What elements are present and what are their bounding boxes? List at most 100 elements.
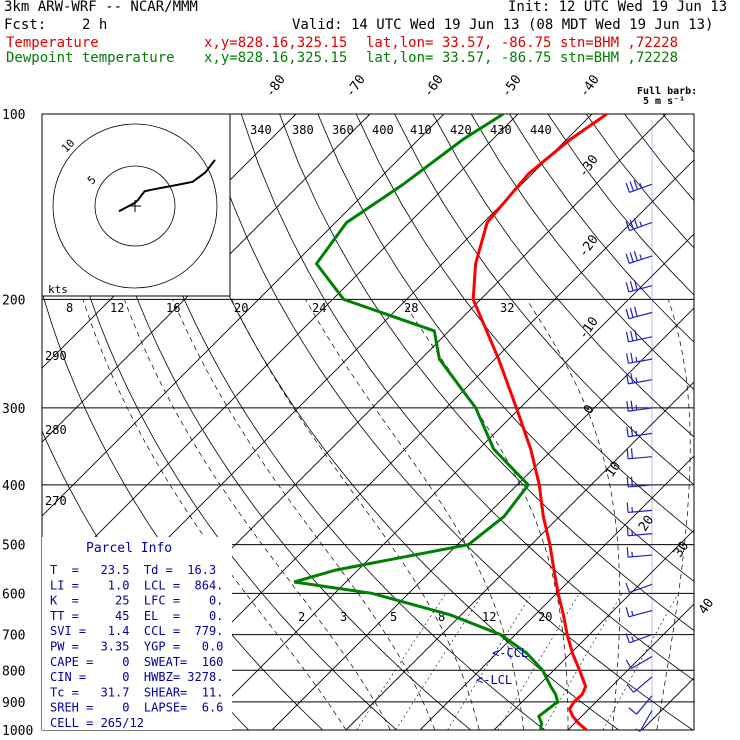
theta-label: 440 bbox=[530, 123, 552, 137]
wind-barb-flag bbox=[635, 356, 638, 362]
mixing-ratio-line bbox=[497, 593, 580, 730]
wind-barb bbox=[626, 676, 653, 693]
temperature-axis-label: -40 bbox=[577, 72, 603, 100]
mixing-ratio-line bbox=[542, 593, 623, 730]
ccl-annotation: <-CCL bbox=[492, 646, 528, 660]
dry-adiabat bbox=[624, 114, 694, 202]
parcel-info-row: TT = 45 EL = 0. bbox=[50, 609, 223, 623]
mixing-ratio-label: 3 bbox=[340, 610, 347, 624]
wind-barb-flag bbox=[626, 401, 629, 412]
parcel-info-row: LI = 1.0 LCL = 864. bbox=[50, 578, 223, 592]
barb-legend-title: Full barb: bbox=[637, 86, 697, 97]
theta-label: 340 bbox=[250, 123, 272, 137]
pressure-label: 700 bbox=[2, 629, 25, 644]
wind-barb-flag bbox=[630, 373, 634, 384]
mixing-ratio-label: 32 bbox=[500, 301, 514, 315]
wind-barb-flag bbox=[625, 582, 631, 593]
dry-adiabat bbox=[470, 114, 694, 391]
pressure-label: 200 bbox=[2, 293, 25, 308]
wind-barb-flag bbox=[639, 221, 643, 227]
temperature-axis-label: 10 bbox=[603, 459, 624, 480]
temperature-axis-label: -70 bbox=[343, 72, 369, 100]
parcel-info-row: SREH = 0 LAPSE= 6.6 bbox=[50, 701, 223, 715]
temperature-axis-label: -30 bbox=[576, 152, 602, 180]
parcel-info-row: PW = 3.35 YGP = 0.0 bbox=[50, 640, 223, 654]
dewpoint-xy: x,y=828.16,325.15 bbox=[204, 50, 348, 66]
wind-barb-flag bbox=[629, 307, 634, 318]
wind-barb bbox=[625, 633, 653, 644]
wind-barb-flag bbox=[626, 426, 629, 437]
temperature-axis-label: 0 bbox=[581, 402, 598, 417]
wind-barb-flag bbox=[633, 218, 639, 228]
parcel-info-box: Parcel Info T = 23.5 Td = 16.3LI = 1.0 LC… bbox=[42, 537, 232, 730]
mixing-ratio-label: 8 bbox=[66, 301, 73, 315]
parcel-info-row: CAPE = 0 SWEAT= 160 bbox=[50, 655, 223, 669]
wind-barb bbox=[626, 426, 653, 438]
dry-adiabat bbox=[164, 114, 619, 730]
mixing-ratio-line bbox=[602, 593, 679, 730]
dry-adiabat bbox=[49, 114, 397, 730]
wind-barb-flag bbox=[633, 251, 638, 261]
wind-barb-flag bbox=[630, 352, 634, 363]
dewpoint-station: stn=BHM ,72228 bbox=[560, 50, 679, 66]
isotherm-line bbox=[42, 114, 445, 517]
dewpoint-profile bbox=[293, 112, 560, 731]
mixing-ratio-label: 8 bbox=[438, 610, 445, 624]
wind-barb-flag bbox=[635, 430, 638, 436]
wind-barb-staff bbox=[628, 255, 653, 264]
pressure-label: 600 bbox=[2, 587, 25, 602]
mixing-ratio-label: 16 bbox=[166, 301, 180, 315]
wind-barb-flag bbox=[635, 405, 638, 411]
isotherm-line bbox=[197, 233, 694, 730]
hodograph-ring bbox=[94, 165, 176, 247]
dry-adiabat bbox=[87, 114, 471, 730]
wind-barb-flag bbox=[634, 330, 638, 341]
wind-barb-staff bbox=[629, 634, 653, 644]
wind-barb-flag bbox=[625, 182, 631, 193]
wind-barb-staff bbox=[629, 583, 653, 594]
parcel-info-row: CELL = 265/12 bbox=[50, 716, 144, 730]
parcel-info-row: CIN = 0 HWBZ= 3278. bbox=[50, 670, 223, 684]
wind-barb bbox=[626, 400, 653, 412]
wind-barb-flag bbox=[630, 448, 633, 459]
dry-adiabat bbox=[432, 114, 694, 438]
isotherm-line bbox=[42, 114, 519, 591]
mixing-ratio-label: 20 bbox=[234, 301, 248, 315]
mixing-ratio-label: 24 bbox=[312, 301, 326, 315]
wind-barb-flag bbox=[633, 179, 639, 190]
wind-barb bbox=[625, 279, 653, 293]
barb-legend-unit: 5 m s⁻¹ bbox=[643, 96, 685, 107]
dewpoint-legend-label: Dewpoint temperature bbox=[6, 50, 175, 66]
hodograph-ring bbox=[52, 123, 218, 289]
barb-legend: Full barb: 5 m s⁻¹ bbox=[637, 86, 697, 107]
wind-barb-flag bbox=[626, 373, 629, 384]
wind-barb-flag bbox=[629, 252, 634, 263]
wind-barb-flag bbox=[626, 502, 629, 513]
wind-barb-staff bbox=[628, 358, 653, 364]
wind-barb bbox=[626, 373, 653, 385]
isotherm-line bbox=[42, 114, 371, 443]
wind-barb-staff bbox=[633, 676, 653, 693]
dry-adiabat bbox=[279, 114, 694, 631]
temperature-axis-label: -60 bbox=[421, 72, 447, 100]
wind-barb bbox=[625, 330, 653, 343]
wind-barb bbox=[625, 656, 653, 670]
temperature-xy: x,y=828.16,325.15 bbox=[204, 35, 348, 51]
wind-barb-flag bbox=[635, 377, 638, 383]
parcel-info-row: K = 25 LFC = 0. bbox=[50, 594, 223, 608]
wind-barb-staff bbox=[629, 183, 653, 193]
hodograph-frame bbox=[41, 113, 231, 297]
theta-label: 400 bbox=[372, 123, 394, 137]
wind-barb-flag bbox=[631, 610, 634, 616]
wind-barb-staff bbox=[628, 336, 653, 343]
parcel-info-background bbox=[42, 537, 232, 730]
pressure-label: 500 bbox=[2, 539, 25, 554]
wind-barb-staff bbox=[636, 695, 653, 715]
wind-barb-flag bbox=[629, 181, 635, 192]
wind-barb-flag bbox=[633, 306, 638, 317]
wind-barb-flag bbox=[631, 636, 635, 642]
dry-adiabat bbox=[202, 114, 693, 730]
wind-barb-flag bbox=[628, 707, 637, 715]
wind-barb bbox=[625, 218, 653, 232]
